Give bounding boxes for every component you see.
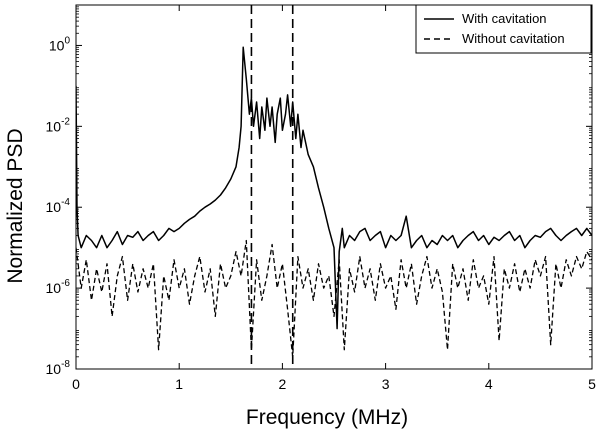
x-tick-label-1: 1 <box>175 376 183 392</box>
legend-label-without-cavitation: Without cavitation <box>462 31 565 46</box>
y-axis-ticks: 10-8 10-6 10-4 10-2 100 <box>46 6 592 377</box>
x-axis-ticks: 0 1 2 3 4 5 <box>72 5 596 392</box>
x-tick-label-3: 3 <box>382 376 390 392</box>
x-tick-label-2: 2 <box>279 376 287 392</box>
series-line-with-cavitation <box>76 46 592 330</box>
legend: With cavitation Without cavitation <box>415 4 592 54</box>
y-tick-label-3: 10-2 <box>46 116 71 134</box>
x-axis-label: Frequency (MHz) <box>246 406 408 429</box>
plot-area <box>75 4 593 370</box>
y-tick-label-4: 100 <box>49 35 71 53</box>
x-tick-label-5: 5 <box>588 376 596 392</box>
y-tick-label-0: 10-8 <box>46 359 71 377</box>
legend-box <box>415 4 592 54</box>
plot-frame <box>75 4 593 370</box>
series-line-without-cavitation <box>76 239 592 358</box>
y-tick-label-1: 10-6 <box>46 278 71 296</box>
y-axis-label: Normalized PSD <box>4 128 27 283</box>
x-tick-label-4: 4 <box>485 376 493 392</box>
x-tick-label-0: 0 <box>72 376 80 392</box>
y-tick-label-2: 10-4 <box>46 197 71 215</box>
legend-label-with-cavitation: With cavitation <box>462 11 547 26</box>
